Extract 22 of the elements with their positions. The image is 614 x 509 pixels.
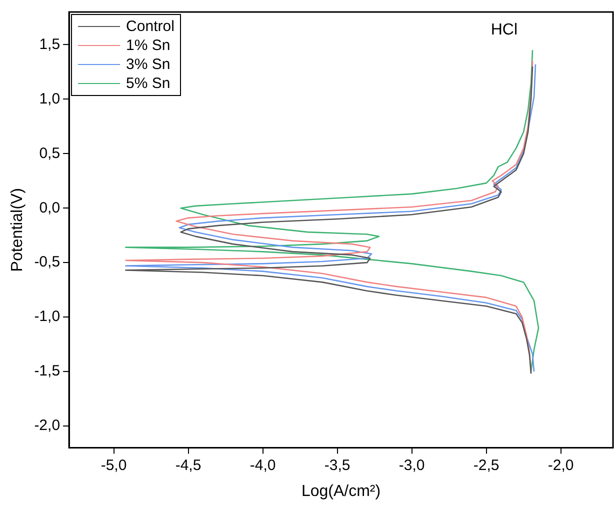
y-tick-label: 0,0: [39, 199, 60, 216]
x-tick-label: -3,5: [324, 456, 350, 474]
y-tick-label: 0,5: [39, 144, 60, 162]
legend-label: 1% Sn: [126, 36, 170, 55]
legend-label: 5% Sn: [126, 74, 170, 93]
x-tick-label: -5,0: [100, 456, 127, 474]
x-tick-label: -2,0: [548, 456, 574, 474]
y-tick-label: -0,5: [34, 254, 60, 271]
x-tick-label: -2,5: [473, 456, 500, 474]
legend-label: Control: [126, 17, 174, 36]
y-tick-label: -2,0: [34, 417, 60, 434]
x-tick-label: -4,0: [250, 456, 276, 474]
x-axis-title: Log(A/cm²): [301, 482, 381, 500]
y-tick-label: 1,0: [39, 90, 60, 108]
y-tick-label: -1,5: [34, 362, 60, 380]
legend-label: 3% Sn: [126, 55, 170, 74]
y-tick-label: 1,5: [39, 36, 60, 53]
x-tick-label: -3,0: [398, 456, 425, 474]
x-tick-label: -4,5: [175, 456, 202, 474]
y-tick-label: -1,0: [34, 308, 60, 326]
text: HCl: [490, 21, 518, 38]
y-axis-title: Potential(V): [9, 188, 26, 272]
